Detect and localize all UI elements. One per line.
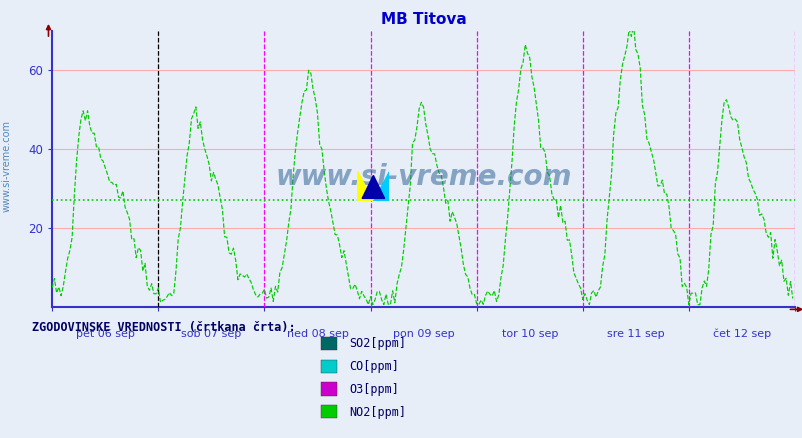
Text: ned 08 sep: ned 08 sep [286, 328, 348, 339]
Title: MB Titova: MB Titova [380, 12, 466, 27]
Text: tor 10 sep: tor 10 sep [501, 328, 557, 339]
Text: čet 12 sep: čet 12 sep [712, 328, 770, 339]
Text: CO[ppm]: CO[ppm] [349, 360, 399, 373]
Text: O3[ppm]: O3[ppm] [349, 383, 399, 396]
Text: www.si-vreme.com: www.si-vreme.com [2, 120, 11, 212]
Polygon shape [373, 171, 389, 201]
Text: NO2[ppm]: NO2[ppm] [349, 406, 406, 419]
Polygon shape [357, 171, 373, 201]
Text: sob 07 sep: sob 07 sep [181, 328, 241, 339]
Text: sre 11 sep: sre 11 sep [606, 328, 664, 339]
Text: pon 09 sep: pon 09 sep [392, 328, 454, 339]
Polygon shape [362, 175, 384, 198]
Text: SO2[ppm]: SO2[ppm] [349, 337, 406, 350]
Text: pet 06 sep: pet 06 sep [75, 328, 135, 339]
Text: www.si-vreme.com: www.si-vreme.com [275, 163, 571, 191]
Text: ZGODOVINSKE VREDNOSTI (črtkana črta):: ZGODOVINSKE VREDNOSTI (črtkana črta): [32, 321, 295, 334]
